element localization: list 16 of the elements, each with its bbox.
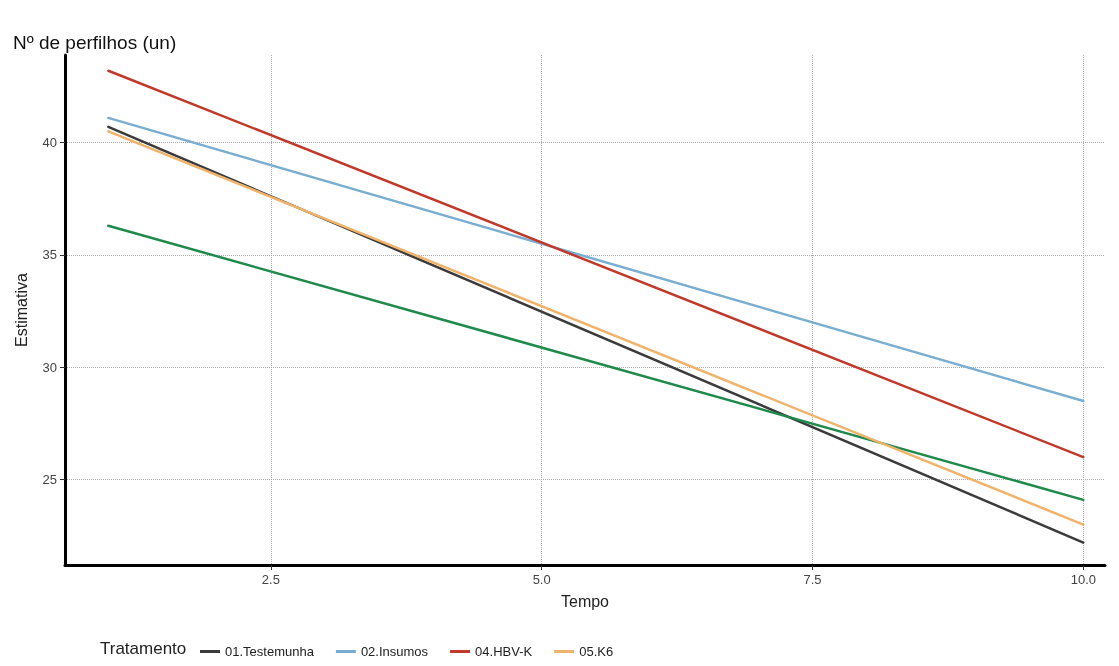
legend-label: 05.K6 [579, 644, 614, 659]
chart-title: Nº de perfilhos (un) [13, 32, 177, 53]
x-tick-label: 10.0 [1070, 572, 1096, 587]
legend-label: 02.Insumos [360, 644, 429, 659]
x-tick-label: 5.0 [532, 572, 551, 587]
y-tick-label: 30 [42, 359, 57, 375]
x-axis-title: Tempo [560, 592, 610, 610]
legend-label: 01.Testemunha [225, 644, 315, 659]
x-tick-label: 2.5 [261, 572, 280, 587]
legend-title: Tratamento [100, 639, 187, 658]
y-tick-label: 40 [42, 135, 57, 151]
legend-label: 04.HBV-K [475, 644, 533, 659]
y-tick-label: 25 [42, 472, 57, 488]
x-tick-label: 7.5 [803, 572, 822, 587]
y-tick-label: 35 [42, 247, 57, 263]
y-axis-title: Estimativa [12, 273, 30, 347]
